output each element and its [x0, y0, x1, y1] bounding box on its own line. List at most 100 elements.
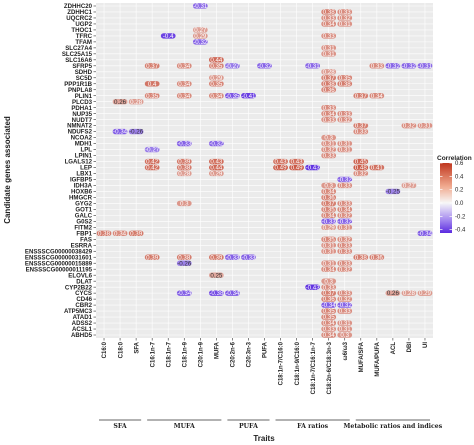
- y-tick-label: ATP5MC3: [64, 308, 93, 315]
- heatmap-cell: [321, 290, 337, 296]
- y-tick-label: SLC16A6: [65, 57, 92, 64]
- grid-lines: [96, 3, 433, 338]
- cell-value-label: -0.34: [177, 290, 192, 297]
- heatmap-cell: [321, 266, 337, 272]
- cell-value-label: 0.33: [339, 308, 352, 315]
- heatmap-cell: [385, 290, 401, 296]
- cell-value-label: 0.32: [339, 15, 352, 22]
- heatmap-cell: [321, 152, 337, 159]
- cell-value-label: 0.31: [323, 141, 336, 148]
- cell-value-label: 0.34: [323, 21, 336, 28]
- heatmap-cell: [321, 104, 337, 111]
- cell-value-label: 0.33: [339, 9, 352, 16]
- y-tick-label: NCOA2: [71, 135, 93, 142]
- heatmap-cell: [401, 63, 417, 69]
- heatmap-cell: [321, 110, 337, 117]
- cell-value-label: -0.4: [163, 33, 174, 40]
- x-tick-label: C18:1n-7/C16:1n-7: [311, 341, 317, 394]
- heatmap-cell: [321, 314, 337, 320]
- x-tick-label: MUFA/PUFA: [375, 341, 381, 376]
- heatmap-cell: [144, 63, 160, 69]
- heatmap-cell: [192, 39, 208, 45]
- y-tick-label: ESRRA: [71, 242, 93, 249]
- y-tick-label: LBX1: [76, 171, 92, 178]
- cell-value-label: 0.35: [323, 236, 336, 243]
- cell-value-label: 0.34: [178, 81, 191, 88]
- cell-value-label: 0.34: [210, 93, 223, 100]
- heatmap-cell: [321, 51, 337, 57]
- heatmap-cell: [385, 188, 401, 195]
- heatmap-cell: [225, 63, 240, 69]
- heatmap-cell: [208, 272, 224, 278]
- cell-value-label: 0.3: [324, 135, 333, 142]
- heatmap-cell: [369, 63, 385, 69]
- heatmap-cell: [401, 122, 417, 129]
- x-tick-label: C16:1n-7: [150, 341, 156, 367]
- cell-value-label: 0.3: [324, 278, 333, 285]
- cell-value-label: 0.31: [339, 326, 352, 333]
- y-tick-label: ABHD5: [71, 332, 93, 339]
- cell-value-label: 0.34: [323, 111, 336, 118]
- cell-value-label: 0.37: [323, 75, 336, 82]
- cell-value-label: 0.34: [323, 332, 336, 339]
- heatmap-cell: [353, 164, 369, 171]
- y-tick-label: UGP2: [75, 21, 92, 28]
- x-tick-label: C20:3n-3: [247, 341, 253, 367]
- x-tick-label: C18:1n-9/C16:0: [295, 341, 301, 385]
- y-tick-label: SDHD: [75, 69, 93, 76]
- cell-value-label: 0.3: [340, 332, 349, 339]
- heatmap-cell: [321, 21, 337, 27]
- heatmap-cell: [337, 266, 353, 272]
- cell-value-label: 0.33: [355, 129, 368, 136]
- cell-value-label: 0.31: [339, 147, 352, 154]
- cell-value-label: 0.37: [355, 123, 368, 130]
- y-tick-label: GALC: [75, 212, 93, 219]
- y-tick-label: CYP2B22: [65, 284, 93, 291]
- legend-tick-label: 0.4: [455, 174, 464, 180]
- heatmap-cell: [321, 218, 337, 225]
- cell-value-label: 0.34: [371, 93, 384, 100]
- heatmap-cell: [176, 140, 192, 147]
- heatmap-cell: [401, 182, 417, 189]
- heatmap-cell: [225, 254, 240, 260]
- cell-value-label: 0.32: [339, 212, 352, 219]
- y-tick-label: ATAD1: [73, 314, 93, 321]
- heatmap-cell: [192, 33, 208, 39]
- x-tick-labels: C16:0 C18:0 SFA C16:1n-7 C18:1n-7 C18:1n-9 C20…: [102, 338, 429, 394]
- y-tick-label: ELOVL6: [68, 272, 92, 279]
- y-tick-labels: ZDHHC20ZDHHC1UQCRC2UGP2THOC1TFRCTFAMSLC2…: [25, 3, 96, 339]
- heatmap-cell: [321, 134, 337, 141]
- y-tick-label: ENSSSCG00000031601: [25, 254, 93, 261]
- heatmap-cell: [273, 158, 288, 165]
- cell-value-label: 0.31: [323, 248, 336, 255]
- cell-value-label: 0.43: [210, 159, 223, 166]
- cell-value-label: 0.28: [130, 99, 143, 106]
- heatmap-cell: [176, 200, 192, 207]
- heatmap-cell: [369, 164, 385, 171]
- y-tick-label: ENSSSCG00000038429: [25, 248, 93, 255]
- cell-value-label: 0.34: [178, 93, 191, 100]
- heatmap-cell: [337, 81, 353, 87]
- y-tick-label: PLIN1: [75, 93, 93, 100]
- heatmap-cell: [176, 93, 192, 99]
- heatmap-cell: [337, 224, 353, 231]
- cell-value-label: 0.33: [323, 15, 336, 22]
- cell-value-label: 0.28: [178, 171, 191, 178]
- x-tick-label: C18:2n-6/C18:3n-3: [327, 341, 333, 394]
- y-tick-label: HMGCR: [69, 195, 93, 202]
- y-tick-label: PDHA1: [71, 105, 92, 112]
- cell-value-label: 0.35: [146, 93, 159, 100]
- heatmap-cell: [176, 63, 192, 69]
- heatmap-cell: [321, 188, 337, 195]
- heatmap-cell: [321, 242, 337, 248]
- heatmap-cell: [353, 122, 369, 129]
- cell-value-label: -0.43: [306, 284, 321, 291]
- heatmap-cell: [225, 290, 240, 296]
- heatmap-cells: -0.310.38 0.330.33 0.320.34 0.310.27-0.4 0.2…: [96, 3, 433, 339]
- heatmap-cell: [144, 81, 160, 87]
- heatmap-cell: [353, 254, 369, 260]
- cell-value-label: 0.34: [323, 266, 336, 273]
- heatmap-cell: [353, 170, 369, 177]
- heatmap-cell: [321, 302, 337, 308]
- y-tick-label: MDH1: [75, 141, 93, 148]
